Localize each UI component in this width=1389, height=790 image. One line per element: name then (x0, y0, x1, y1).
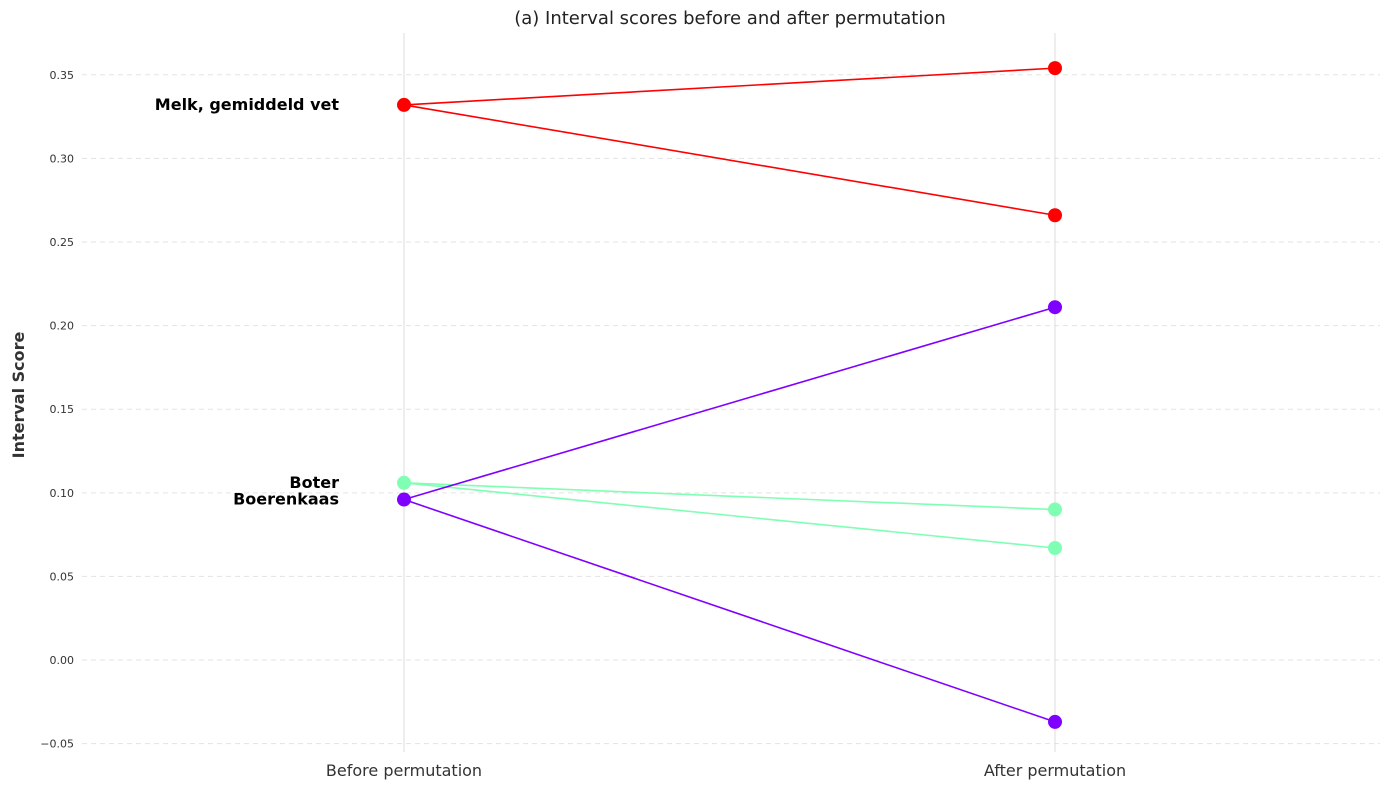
data-point-after (1048, 208, 1062, 223)
data-point-after (1048, 714, 1062, 729)
series-line (403, 104, 1056, 217)
series-lines (403, 67, 1056, 723)
item-label: Melk, gemiddeld vet (155, 95, 340, 114)
y-tick-label: 0.15 (50, 403, 75, 416)
y-axis-label: Interval Score (9, 331, 28, 458)
data-point-after (1048, 502, 1062, 517)
series-line (403, 306, 1056, 501)
chart-title: (a) Interval scores before and after per… (514, 8, 946, 29)
series-line (403, 67, 1056, 106)
item-label: Boter (289, 473, 339, 492)
series-points (397, 61, 1062, 729)
y-tick-label: 0.05 (50, 570, 75, 583)
y-tick-label: 0.20 (50, 320, 75, 333)
x-axis-categories: Before permutation After permutation (326, 761, 1126, 780)
data-point-before (397, 492, 411, 507)
y-tick-label: 0.35 (50, 69, 75, 82)
data-point-after (1048, 300, 1062, 315)
series-line (403, 481, 1056, 511)
category-lines (403, 33, 1056, 752)
y-tick-label: 0.10 (50, 487, 75, 500)
x-category-label: After permutation (984, 761, 1126, 780)
series-line (403, 481, 1056, 549)
data-point-before (397, 97, 411, 112)
series-line (403, 498, 1056, 723)
y-tick-label: 0.30 (50, 152, 75, 165)
item-label: Boerenkaas (233, 490, 339, 509)
gridlines (82, 74, 1380, 745)
y-tick-label: 0.25 (50, 236, 75, 249)
data-point-after (1048, 61, 1062, 76)
x-category-label: Before permutation (326, 761, 482, 780)
y-tick-label: −0.05 (40, 738, 74, 751)
y-axis-ticks: −0.05 0.00 0.05 0.10 0.15 0.20 0.25 0.30 0.35 (40, 69, 74, 751)
y-tick-label: 0.00 (50, 654, 75, 667)
data-point-after (1048, 541, 1062, 556)
data-point-before (397, 475, 411, 490)
